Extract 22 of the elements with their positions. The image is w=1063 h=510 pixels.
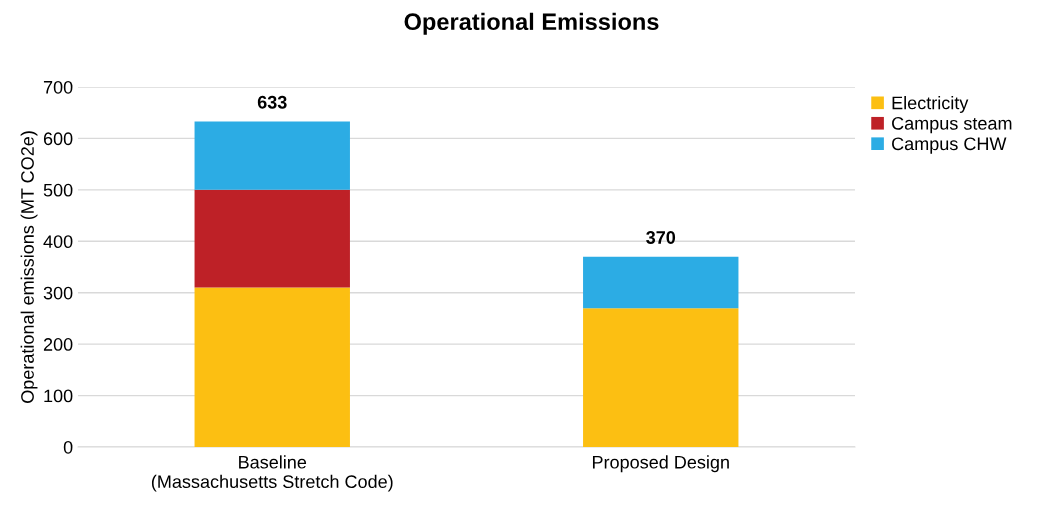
chart-title: Operational Emissions (404, 12, 659, 35)
legend-label: Campus steam (892, 116, 1012, 134)
x-tick-label: Baseline (Massachusetts Stretch Code) (151, 455, 393, 492)
y-tick-label: 300 (43, 286, 73, 300)
y-axis-title: Operational emissions (MT CO2e) (20, 131, 38, 403)
bar (583, 308, 739, 447)
bar (583, 256, 739, 309)
total-label: 370 (646, 231, 676, 244)
bar (194, 121, 350, 190)
y-tick-label: 0 (63, 440, 73, 454)
y-tick-label: 600 (43, 132, 73, 146)
y-tick-label: 100 (44, 389, 73, 403)
y-tick-label: 700 (43, 80, 73, 94)
total-label: 633 (257, 95, 287, 109)
y-tick-label: 200 (43, 338, 73, 351)
legend-label: Electricity (892, 96, 969, 113)
legend-label: Campus CHW (892, 137, 1007, 154)
y-tick-label: 400 (43, 235, 73, 249)
y-tick-label: 500 (43, 183, 73, 197)
x-tick-label: Proposed Design (592, 455, 729, 473)
bar (194, 189, 350, 288)
bar (194, 287, 350, 447)
